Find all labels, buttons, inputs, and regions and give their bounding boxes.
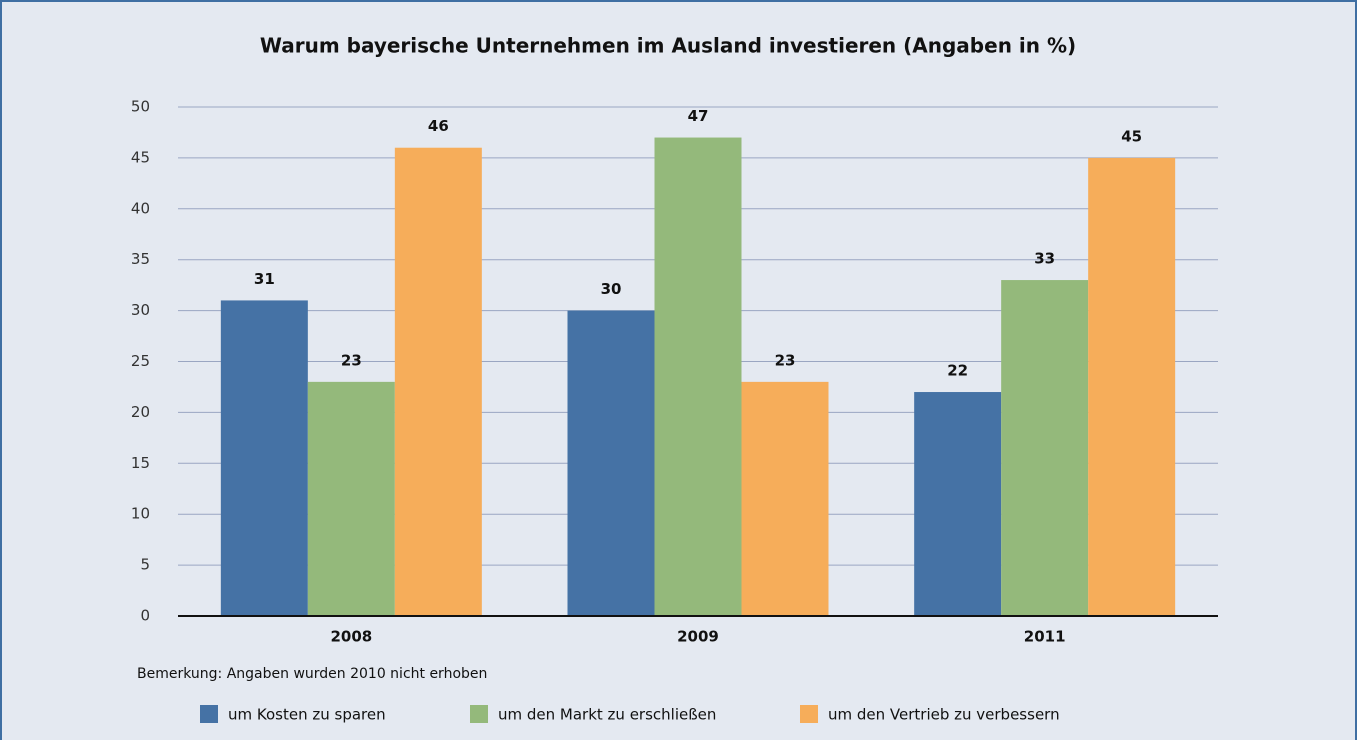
y-tick-label: 30 <box>131 301 150 319</box>
y-tick-label: 5 <box>140 556 150 574</box>
y-tick-label: 15 <box>131 454 150 472</box>
x-tick-label: 2009 <box>677 628 719 646</box>
legend-label: um den Vertrieb zu verbessern <box>828 706 1060 724</box>
bar <box>307 381 395 616</box>
note: Bemerkung: Angaben wurden 2010 nicht erh… <box>137 666 487 682</box>
data-label: 30 <box>601 280 622 298</box>
x-tick-label: 2011 <box>1024 628 1066 646</box>
bar <box>914 392 1002 616</box>
y-tick-label: 40 <box>131 199 150 217</box>
y-tick-label: 35 <box>131 250 150 268</box>
data-label: 45 <box>1121 127 1142 145</box>
data-label: 23 <box>341 351 362 369</box>
y-tick-label: 10 <box>131 505 150 523</box>
bar <box>654 137 742 617</box>
y-tick-label: 0 <box>140 607 150 625</box>
data-label: 46 <box>428 117 449 135</box>
y-tick-label: 20 <box>131 403 150 421</box>
x-tick-label: 2008 <box>330 628 372 646</box>
data-label: 23 <box>775 351 796 369</box>
bar <box>220 300 308 616</box>
legend-label: um den Markt zu erschließen <box>498 706 716 724</box>
data-label: 31 <box>254 270 275 288</box>
y-tick-label: 50 <box>131 98 150 116</box>
bar <box>741 381 829 616</box>
legend-swatch <box>800 705 818 723</box>
data-label: 47 <box>688 107 709 125</box>
bar <box>1001 280 1089 616</box>
legend-swatch <box>200 705 218 723</box>
bar <box>567 310 655 616</box>
data-label: 33 <box>1034 250 1055 268</box>
legend-swatch <box>470 705 488 723</box>
data-label: 22 <box>947 362 968 380</box>
y-tick-label: 25 <box>131 352 150 370</box>
chart-title: Warum bayerische Unternehmen im Ausland … <box>260 34 1076 58</box>
y-tick-label: 45 <box>131 148 150 166</box>
legend-label: um Kosten zu sparen <box>228 706 386 724</box>
bar <box>394 147 482 616</box>
bar <box>1088 157 1176 616</box>
